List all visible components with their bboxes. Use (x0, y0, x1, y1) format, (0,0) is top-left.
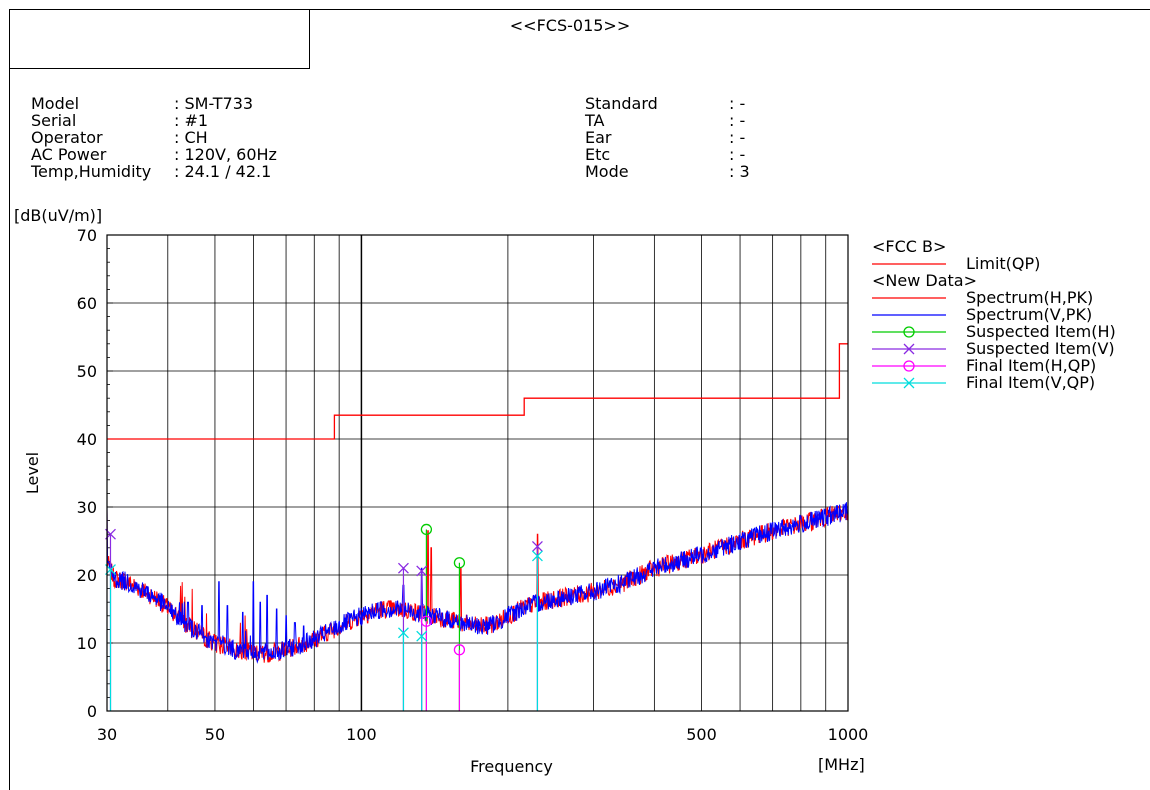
final-item-v-marker (397, 627, 409, 639)
info-value: : SM-T733 (174, 94, 254, 113)
info-value: : CH (174, 128, 208, 147)
info-value: : - (729, 145, 746, 164)
legend-marker (903, 360, 915, 372)
test-info-left: Model : SM-T733 Serial : #1 Operator : CH AC P… (31, 95, 331, 185)
legend-marker (903, 343, 915, 355)
y-tick-label: 60 (77, 294, 97, 313)
x-tick-label: 500 (686, 725, 717, 744)
info-label: Ear (585, 128, 612, 147)
suspected-item-v-marker (531, 540, 543, 552)
final-item-h-marker (453, 644, 466, 656)
x-tick-label: 50 (205, 725, 225, 744)
report-title: <<FCS-015>> (509, 16, 631, 35)
y-axis-title: Level (23, 452, 42, 494)
legend-group-title: <New Data> (872, 271, 977, 290)
suspected-item-v-marker (416, 565, 428, 577)
info-value: : - (729, 94, 746, 113)
info-label: Serial (31, 111, 77, 130)
suspected-item-h-marker (453, 557, 466, 569)
info-value: : - (729, 111, 746, 130)
info-value: : 24.1 / 42.1 (174, 162, 272, 181)
info-label: Mode (585, 162, 629, 181)
x-tick-label: 30 (97, 725, 117, 744)
legend-item-label: Spectrum(V,PK) (966, 305, 1092, 324)
y-tick-label: 70 (77, 226, 97, 245)
info-label: Model (31, 94, 80, 113)
y-tick-label: 10 (77, 634, 97, 653)
info-value: : - (729, 128, 746, 147)
report-frame-left (9, 9, 10, 790)
final-item-v-marker (531, 550, 543, 562)
x-axis-title: Frequency (470, 757, 553, 776)
legend-item-label: Final Item(V,QP) (966, 373, 1095, 392)
legend-item-label: Spectrum(H,PK) (966, 288, 1093, 307)
y-unit-label: [dB(uV/m)] (14, 206, 102, 225)
final-item-v-marker (416, 630, 428, 642)
info-label: Temp,Humidity (31, 162, 152, 181)
final-item-h-marker (420, 615, 433, 627)
legend-item-label: Suspected Item(H) (966, 322, 1116, 341)
legend-marker (903, 377, 915, 389)
report-frame-top (9, 9, 1150, 10)
y-tick-label: 30 (77, 498, 97, 517)
info-label: Standard (585, 94, 658, 113)
logo-box (9, 9, 310, 69)
legend-item-label: Final Item(H,QP) (966, 356, 1096, 375)
info-value: : 3 (729, 162, 750, 181)
legend-item-label: Limit(QP) (966, 254, 1040, 273)
info-label: TA (585, 111, 605, 130)
suspected-item-v-marker (397, 562, 409, 574)
legend-group-title: <FCC B> (872, 237, 946, 256)
info-label: AC Power (31, 145, 107, 164)
y-tick-label: 40 (77, 430, 97, 449)
y-tick-label: 20 (77, 566, 97, 585)
x-tick-label: 100 (346, 725, 377, 744)
y-tick-label: 0 (87, 702, 97, 721)
info-value: : 120V, 60Hz (174, 145, 277, 164)
legend-item-label: Suspected Item(V) (966, 339, 1115, 358)
plot-border (106, 234, 849, 712)
y-tick-label: 50 (77, 362, 97, 381)
info-label: Etc (585, 145, 611, 164)
x-tick-label: 1000 (828, 725, 869, 744)
test-info-right: Standard : - TA : - Ear : - Etc : - Mode : 3 (585, 95, 835, 185)
x-unit-label: [MHz] (818, 755, 865, 774)
legend-marker (903, 326, 915, 338)
suspected-item-h-marker (420, 523, 433, 536)
info-label: Operator (31, 128, 103, 147)
limit-qp-line (107, 343, 848, 440)
spectrum-v-pk-line (106, 502, 849, 664)
info-value: : #1 (174, 111, 209, 130)
